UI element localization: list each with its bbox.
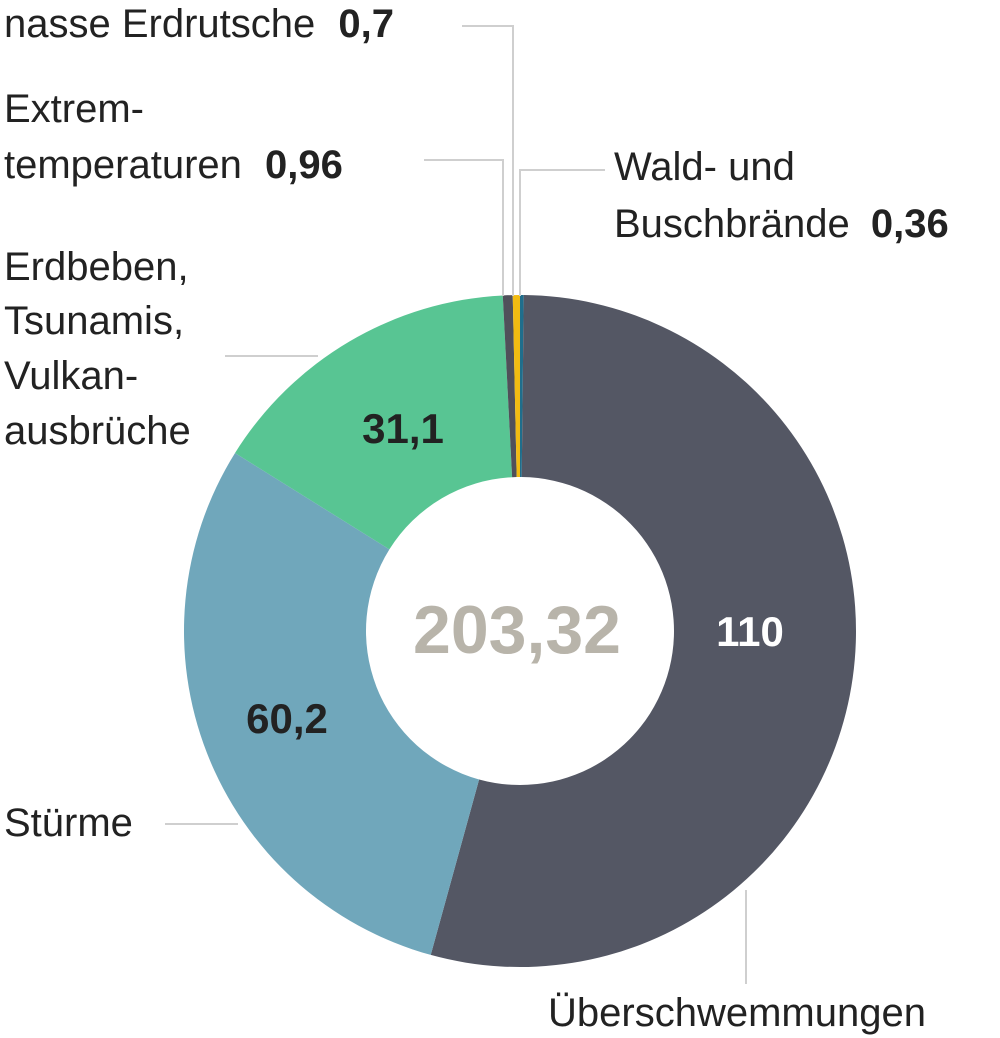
value-stuerme: 60,2	[246, 695, 328, 742]
value-wald: 0,36	[871, 202, 949, 246]
label-stuerme: Stürme	[4, 801, 133, 845]
leader-lines	[165, 25, 747, 984]
label-extremtemperaturen-1: Extrem-	[4, 87, 144, 131]
label-extremtemperaturen-name: temperaturen	[4, 143, 242, 187]
value-erdbeben: 31,1	[362, 405, 444, 452]
leader-erdrutsche	[462, 25, 514, 296]
value-erdrutsche: 0,7	[338, 2, 394, 46]
leader-wald	[519, 169, 605, 296]
value-ueberschwemmungen: 110	[716, 608, 784, 655]
label-erdbeben-2: Tsunamis,	[4, 299, 184, 343]
label-erdbeben-3: Vulkan-	[4, 354, 138, 398]
slice-3	[235, 295, 513, 550]
label-wald-name: Buschbrände	[614, 202, 850, 246]
slice-2	[184, 452, 480, 955]
label-extremtemperaturen-2: temperaturen 0,96	[4, 143, 343, 187]
label-wald-2: Buschbrände 0,36	[614, 202, 949, 246]
label-erdrutsche-name: nasse Erdrutsche	[4, 2, 315, 46]
slice-1	[430, 295, 856, 968]
label-erdbeben-1: Erdbeben,	[4, 245, 189, 289]
value-extremtemperaturen: 0,96	[265, 143, 343, 187]
label-wald-1: Wald- und	[614, 145, 795, 189]
label-ueberschwemmungen: Überschwemmungen	[548, 991, 926, 1035]
slice-4	[502, 295, 517, 478]
slice-5	[512, 295, 520, 478]
total-value: 203,32	[413, 592, 621, 668]
label-nasse-erdrutsche: nasse Erdrutsche 0,7	[4, 2, 394, 46]
leader-extremtemperaturen	[424, 159, 504, 296]
slice-0	[520, 295, 524, 478]
donut-slices	[184, 295, 856, 968]
label-erdbeben-4: ausbrüche	[4, 409, 191, 453]
